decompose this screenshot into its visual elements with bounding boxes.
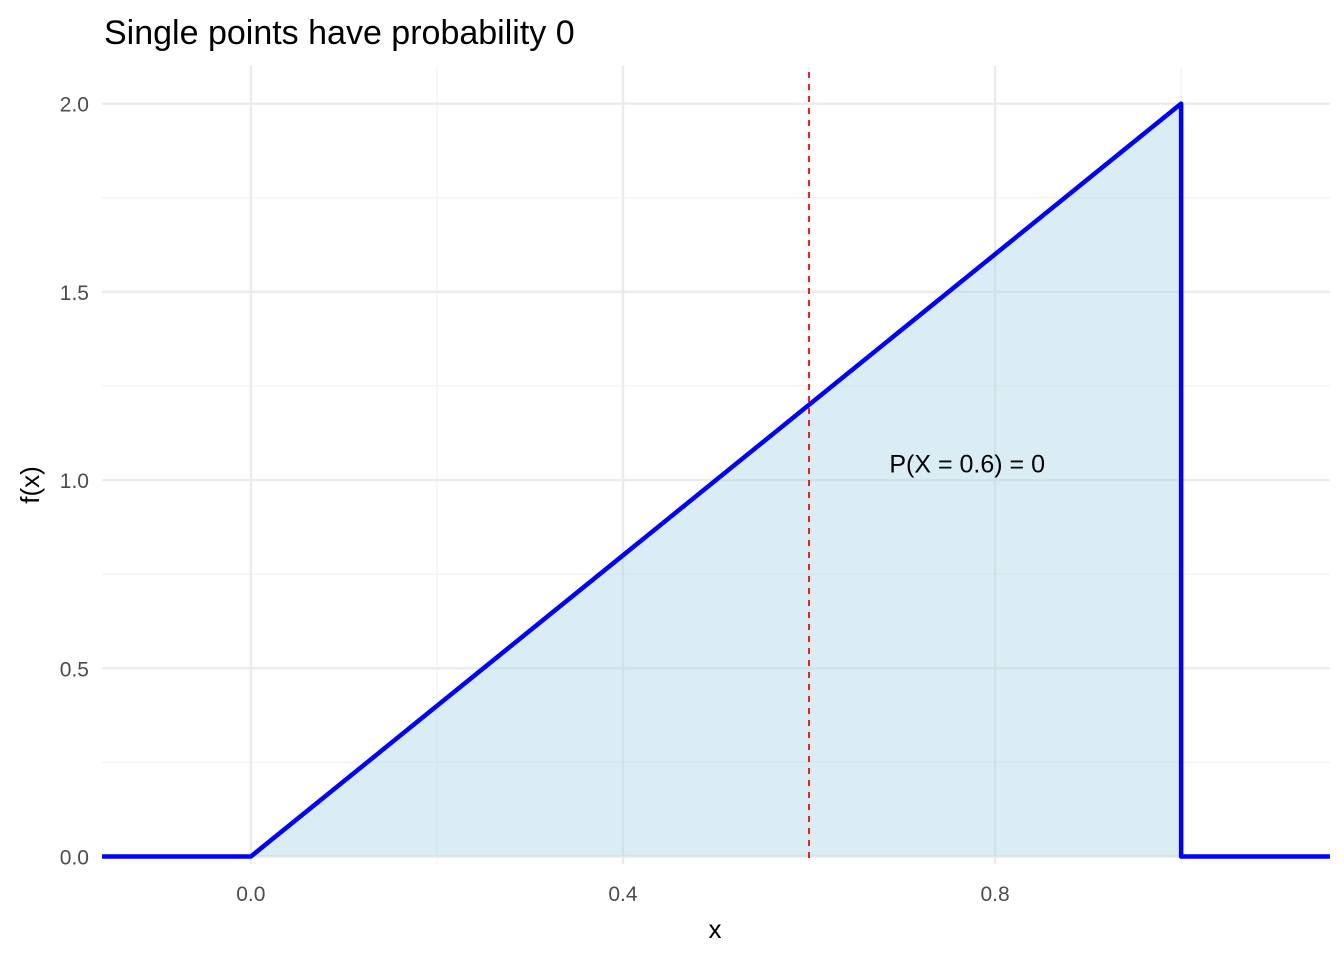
x-tick-label: 0.0 — [236, 883, 265, 906]
y-axis-title: f(x) — [15, 466, 45, 504]
x-tick-label: 0.4 — [608, 883, 638, 906]
y-tick-label: 1.0 — [60, 470, 89, 493]
y-tick-label: 0.0 — [60, 846, 89, 869]
y-tick-label: 0.5 — [60, 658, 89, 681]
x-axis-title: x — [709, 914, 722, 944]
chart-title: Single points have probability 0 — [104, 14, 575, 52]
x-axis-ticks: 0.0 0.4 0.8 — [236, 883, 1009, 906]
y-axis-ticks: 0.0 0.5 1.0 1.5 2.0 — [60, 94, 89, 870]
probability-annotation: P(X = 0.6) = 0 — [889, 451, 1045, 479]
y-tick-label: 1.5 — [60, 282, 89, 305]
y-tick-label: 2.0 — [60, 94, 89, 117]
density-line-group — [101, 101, 1331, 859]
x-tick-label: 0.8 — [980, 883, 1009, 906]
